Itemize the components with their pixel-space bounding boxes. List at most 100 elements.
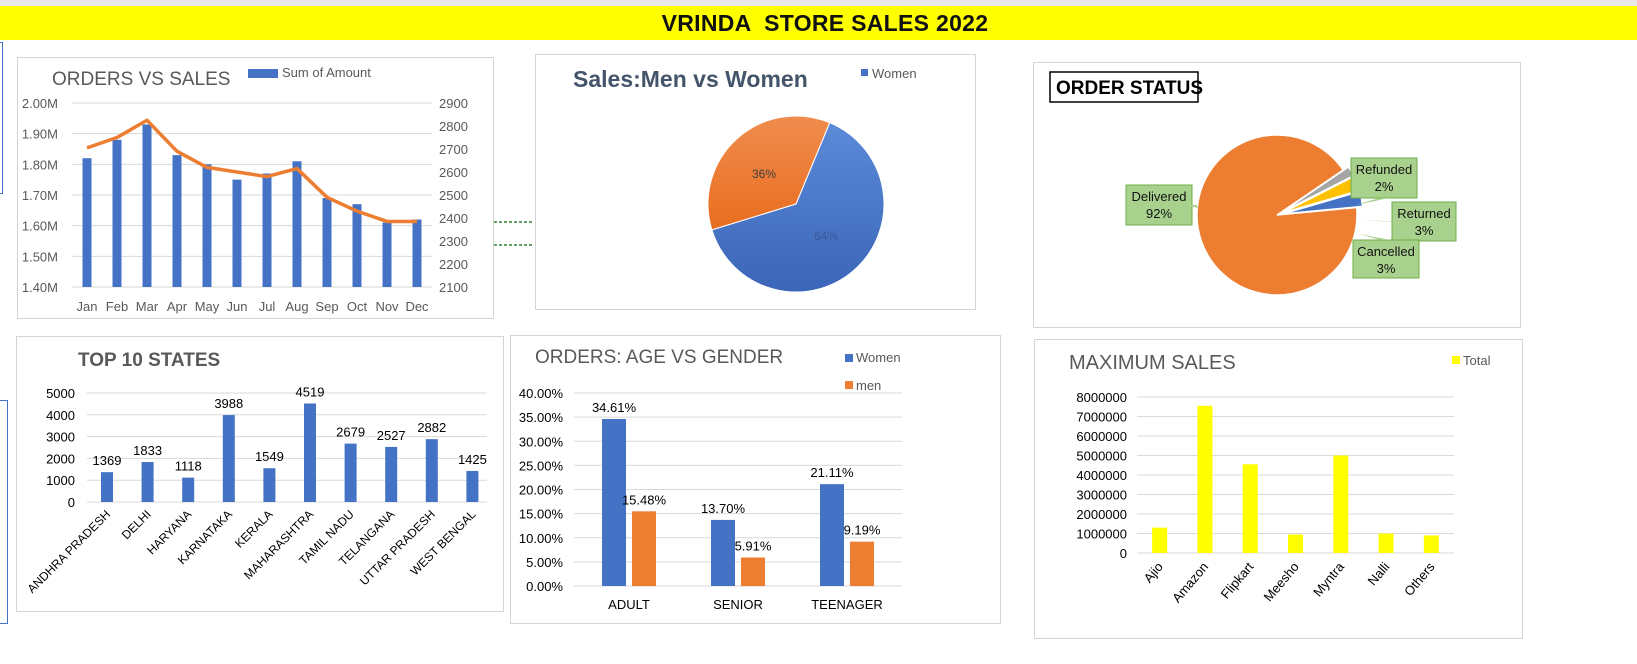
callout-box [1352,239,1420,279]
bar [182,477,195,502]
orders-vs-sales-panel[interactable] [17,57,494,319]
y-tick-label: 5.00% [526,555,563,570]
data-label: 15.48% [622,492,667,507]
callout-name: Cancelled [1357,244,1415,259]
pie-slice [711,122,885,293]
data-label: 5.91% [735,538,772,553]
callout-box [1391,201,1457,242]
slicer-stub-top[interactable] [0,42,3,194]
bar [425,439,438,502]
data-label: 1549 [255,449,284,464]
y2-tick-label: 2300 [439,234,468,249]
legend-label: Women [856,350,901,365]
title-banner: VRINDA STORE SALES 2022 [0,6,1637,40]
y-tick-label: 35.00% [519,410,564,425]
maximum-sales-panel[interactable] [1034,339,1523,639]
bar [222,415,235,502]
legend-swatch [1452,356,1460,364]
x-tick-label: May [195,299,220,314]
bar [232,179,242,287]
callout-box [1125,184,1193,226]
x-tick-label: ANDHRA PRADESH [24,507,113,596]
bar [602,419,626,586]
y-tick-label: 10.00% [519,531,564,546]
y-tick-label: 3000 [46,430,75,445]
y-tick-label: 1.70M [22,188,58,203]
y-tick-label: 25.00% [519,458,564,473]
data-label: 2882 [417,420,446,435]
bar [101,472,113,502]
bar [741,557,765,586]
x-tick-label: Oct [347,299,368,314]
bar [82,158,92,287]
x-tick-label: Mar [136,299,159,314]
x-tick-label: Amazon [1169,559,1211,605]
legend-label: Total [1463,353,1491,368]
top-states-panel[interactable] [16,336,504,612]
data-label: 64% [814,229,838,243]
y-tick-label: 30.00% [519,434,564,449]
legend-swatch [861,69,868,76]
bar [820,484,844,586]
legend-swatch [845,381,853,389]
y-tick-label: 6000000 [1076,429,1127,444]
callout-pct: 2% [1375,179,1394,194]
bar [352,204,362,287]
x-tick-label: TEENAGER [811,597,883,612]
chart-title: MAXIMUM SALES [1069,352,1236,374]
title-box [1049,71,1199,103]
x-tick-label: Nalli [1365,559,1393,588]
data-label: 2679 [336,425,365,440]
bar [322,198,332,287]
bar [1242,464,1258,553]
y2-tick-label: 2800 [439,119,468,134]
chart-title: ORDER STATUS [1056,78,1203,99]
x-tick-label: Jun [227,299,248,314]
x-tick-label: Dec [405,299,429,314]
y-tick-label: 1000 [46,473,75,488]
bar [141,462,154,502]
bar [112,139,122,287]
y2-tick-label: 2100 [439,280,468,295]
x-tick-label: Jan [77,299,98,314]
bar [466,470,479,502]
data-label: 9.19% [844,523,881,538]
y-tick-label: 4000 [46,408,75,423]
bar [1197,405,1213,553]
bar [172,155,182,287]
x-tick-label: Sep [315,299,338,314]
y-tick-label: 1000000 [1076,527,1127,542]
x-tick-label: DELHI [119,507,154,542]
bar [382,222,392,287]
bar [142,124,152,287]
x-tick-label: Aug [285,299,308,314]
chart-title: ORDERS: AGE VS GENDER [535,347,783,368]
data-label: 2527 [377,428,406,443]
data-label: 13.70% [701,501,746,516]
data-label: 1425 [458,452,487,467]
x-tick-label: Feb [106,299,128,314]
x-tick-label: SENIOR [713,597,763,612]
top-strip [0,0,1637,6]
pie-slice [707,115,831,231]
legend-swatch [248,69,278,78]
x-tick-label: MAHARASHTRA [241,507,316,582]
x-tick-label: Jul [259,299,276,314]
bar [1288,534,1303,553]
legend-swatch [845,354,853,362]
bar [1333,455,1349,553]
y-tick-label: 2000 [46,451,75,466]
callout-pct: 3% [1415,223,1434,238]
callout-pointer [1358,234,1391,240]
data-label: 3988 [214,396,243,411]
y-tick-label: 4000000 [1076,468,1127,483]
y-tick-label: 15.00% [519,507,564,522]
callout-name: Delivered [1132,189,1187,204]
slicer-stub-bottom[interactable] [0,400,8,624]
series-line [86,118,417,224]
y-tick-label: 20.00% [519,483,564,498]
bar [292,161,302,287]
callout-pointer [1187,205,1198,208]
